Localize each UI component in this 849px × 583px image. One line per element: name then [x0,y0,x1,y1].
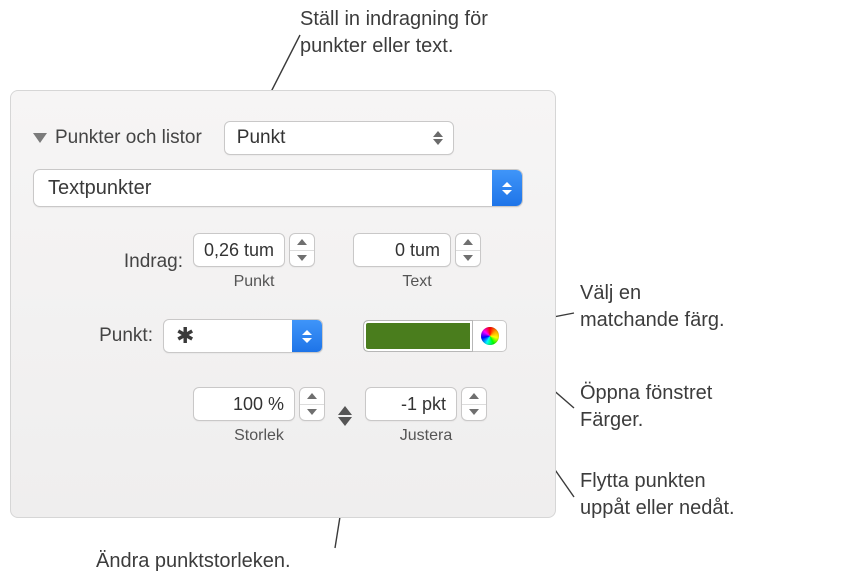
indent-text-sublabel: Text [353,273,481,291]
list-type-popup-label: Punkt [237,127,286,149]
bullet-style-popup-label: Textpunkter [48,177,151,200]
indent-label: Indrag: [33,251,193,273]
list-type-popup[interactable]: Punkt [224,121,454,155]
callout-color-match: Välj en matchande färg. [580,280,725,334]
callout-change-size: Ändra punktstorleken. [96,548,291,575]
indent-text-value: 0 tum [354,240,450,261]
section-title: Punkter och listor [55,127,202,149]
indent-bullet-stepper[interactable] [289,233,315,267]
indent-bullet-value: 0,26 tum [194,240,284,261]
callout-indent: Ställ in indragning för punkter eller te… [300,6,488,60]
popup-cap-icon [292,320,322,352]
align-field[interactable]: -1 pkt [365,387,457,421]
callouts-move-bullet: Flytta punkten uppåt eller nedåt. [580,468,735,522]
size-field[interactable]: 100 % [193,387,295,421]
chevron-updown-icon [433,131,443,145]
align-value: -1 pkt [366,394,456,415]
indent-text-field[interactable]: 0 tum [353,233,451,267]
popup-cap-icon [492,170,522,206]
align-vertical-icon [331,399,359,433]
indent-bullet-sublabel: Punkt [193,273,315,291]
align-stepper[interactable] [461,387,487,421]
indent-bullet-field[interactable]: 0,26 tum [193,233,285,267]
color-picker-button[interactable] [473,320,507,352]
bullets-lists-panel: Punkter och listor Punkt Textpunkter Ind… [10,90,556,518]
bullet-glyph-popup[interactable]: ✱ [163,319,323,353]
size-stepper[interactable] [299,387,325,421]
size-value: 100 % [194,394,294,415]
bullet-style-popup[interactable]: Textpunkter [33,169,523,207]
indent-text-stepper[interactable] [455,233,481,267]
callout-open-colors: Öppna fönstret Färger. [580,380,712,434]
color-well[interactable] [363,320,473,352]
color-wheel-icon [481,327,499,345]
bullet-glyph-label: ✱ [176,325,194,347]
disclosure-triangle[interactable] [33,133,47,143]
size-sublabel: Storlek [193,427,325,445]
punkt-label: Punkt: [33,325,163,347]
align-sublabel: Justera [365,427,487,445]
